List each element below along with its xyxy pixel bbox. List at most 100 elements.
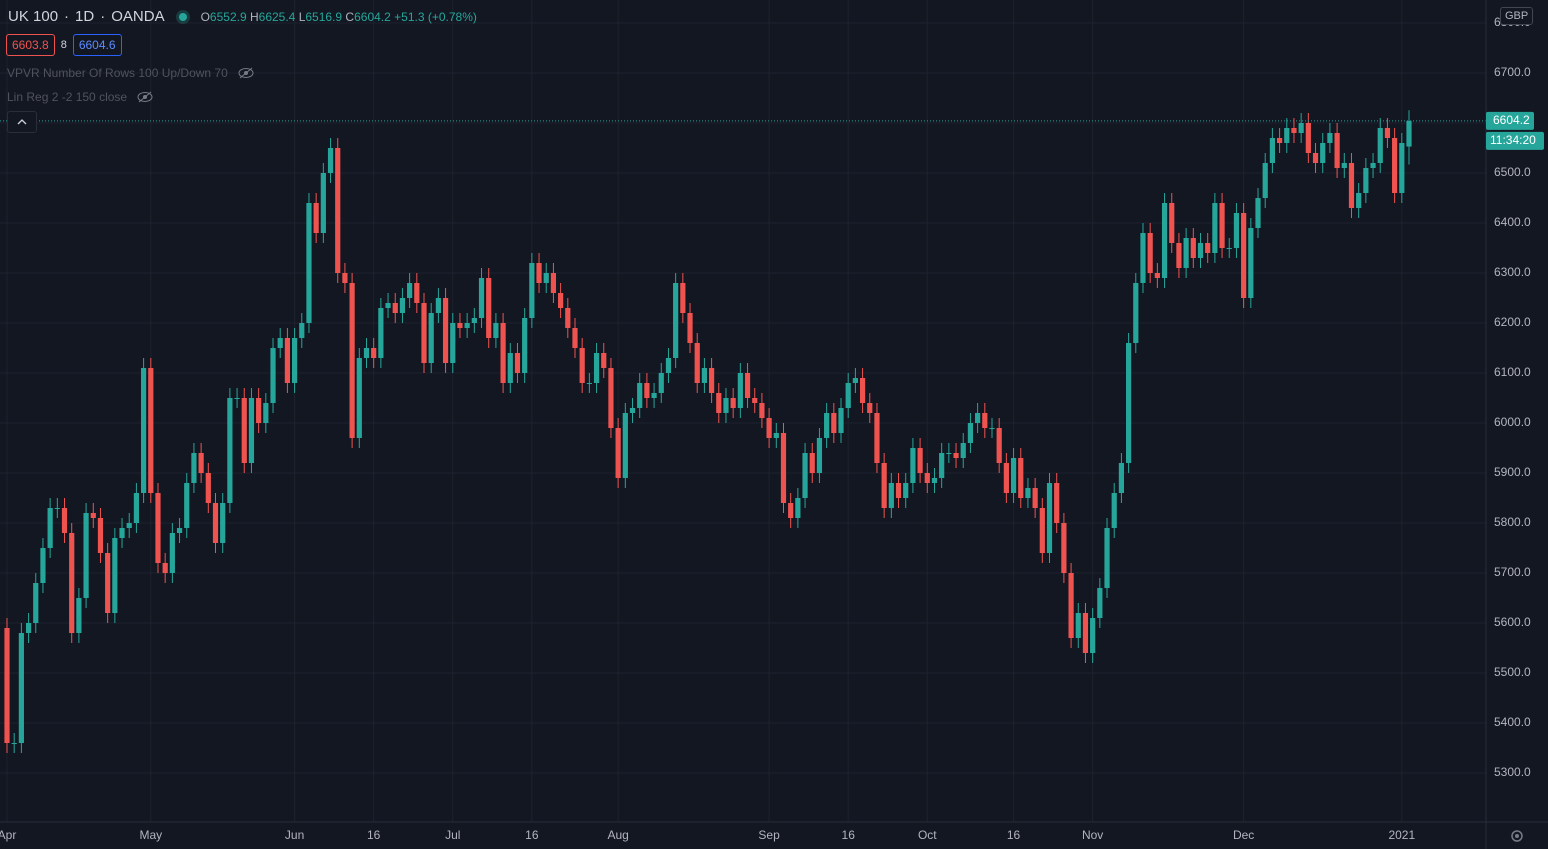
x-tick-label: Jun	[285, 828, 304, 842]
x-tick-label: Dec	[1233, 828, 1254, 842]
candle-body	[514, 353, 521, 373]
candle-body	[601, 353, 607, 368]
candle-body	[4, 628, 10, 743]
candle-body	[471, 318, 477, 323]
candle-body	[306, 203, 312, 323]
candle-body	[565, 308, 571, 328]
candle-body	[996, 428, 1002, 463]
x-tick-label: May	[139, 828, 162, 842]
candle-body	[1111, 493, 1117, 528]
sep: ·	[100, 8, 106, 25]
candle-body	[946, 453, 952, 454]
candle-body	[1003, 463, 1009, 493]
spread: 8	[60, 39, 67, 51]
hidden-icon[interactable]	[238, 67, 254, 79]
candle-body	[975, 413, 981, 423]
candle-body	[788, 503, 794, 518]
candle-body	[1118, 463, 1125, 493]
candle-body	[809, 453, 815, 473]
candle-body	[931, 478, 938, 483]
x-tick-label: 16	[525, 828, 539, 842]
symbol[interactable]: UK 100	[8, 8, 59, 25]
indicator-label: VPVR Number Of Rows 100 Up/Down 70	[7, 66, 228, 80]
y-tick-label: 5400.0	[1494, 715, 1531, 729]
currency[interactable]: GBP	[1500, 7, 1534, 25]
candle-body	[939, 453, 945, 478]
candle-body	[33, 583, 39, 623]
candle-body	[967, 423, 974, 443]
candle-body	[780, 433, 787, 503]
indicator[interactable]: Lin Reg 2 -2 150 close	[7, 90, 153, 104]
candle-body	[644, 383, 650, 398]
candle-body	[888, 483, 894, 508]
candle-body	[205, 473, 211, 503]
candle-body	[759, 403, 765, 418]
x-tick-label: 16	[1007, 828, 1021, 842]
candle-body	[1190, 238, 1196, 258]
candle-body	[162, 563, 168, 573]
hidden-icon[interactable]	[137, 91, 153, 103]
candle-body	[141, 368, 147, 493]
candle-body	[421, 303, 427, 363]
candle-body	[1097, 588, 1103, 618]
candle-body	[1075, 613, 1081, 638]
interval[interactable]: 1D	[75, 8, 95, 25]
candle-body	[105, 553, 111, 613]
candle-body	[392, 303, 398, 313]
y-tick-label: 5300.0	[1494, 765, 1531, 779]
candle-body	[1341, 163, 1347, 168]
candle-body	[895, 483, 902, 498]
trade-buttons: 6603.8 8 6604.6	[6, 34, 122, 56]
candle-body	[637, 383, 643, 408]
candle-body	[478, 278, 485, 318]
candle-body	[816, 438, 823, 473]
candle-body	[112, 538, 118, 613]
x-tick-label: 16	[842, 828, 856, 842]
candle-body	[11, 743, 17, 744]
y-tick-label: 6300.0	[1494, 265, 1531, 279]
collapse-button[interactable]	[7, 111, 37, 133]
candle-body	[1046, 483, 1053, 553]
candle-body	[442, 298, 449, 363]
x-tick-label: 16	[367, 828, 381, 842]
candle-body	[457, 323, 463, 328]
candle-body	[176, 528, 183, 533]
candle-body	[558, 293, 564, 308]
candle-body	[766, 418, 772, 438]
candle-body	[1032, 488, 1038, 508]
candle-body	[313, 203, 319, 233]
open-value: 6552.9	[209, 9, 247, 24]
candle-body	[708, 368, 715, 393]
candle-body	[838, 408, 844, 433]
candle-body	[90, 513, 96, 518]
candle-body	[852, 378, 858, 383]
candle-body	[737, 373, 743, 408]
candle-body	[694, 343, 700, 383]
candle-body	[874, 413, 880, 463]
candle-body	[169, 533, 175, 573]
indicator[interactable]: VPVR Number Of Rows 100 Up/Down 70	[7, 66, 254, 80]
candle-body	[399, 298, 406, 313]
candle-body	[1384, 128, 1391, 138]
candle-body	[256, 398, 262, 423]
candle-body	[730, 398, 736, 408]
candle-body	[622, 413, 628, 478]
candle-body	[212, 503, 219, 543]
candle-body	[1226, 248, 1232, 249]
candle-body	[723, 398, 729, 413]
countdown-box	[1486, 131, 1544, 150]
candle-body	[220, 503, 226, 543]
settings-icon[interactable]	[1511, 830, 1523, 842]
candle-body	[831, 413, 837, 433]
candle-body	[1169, 203, 1175, 243]
candle-body	[680, 283, 686, 313]
sell-button[interactable]: 6603.8	[6, 34, 55, 56]
candle-body	[69, 533, 75, 633]
candle-body	[1082, 613, 1089, 653]
buy-button[interactable]: 6604.6	[72, 34, 122, 56]
candle-body	[1039, 508, 1045, 553]
candle-body	[54, 508, 60, 509]
candle-body	[119, 528, 125, 538]
candle-body	[1392, 138, 1398, 193]
candle-body	[378, 308, 384, 358]
